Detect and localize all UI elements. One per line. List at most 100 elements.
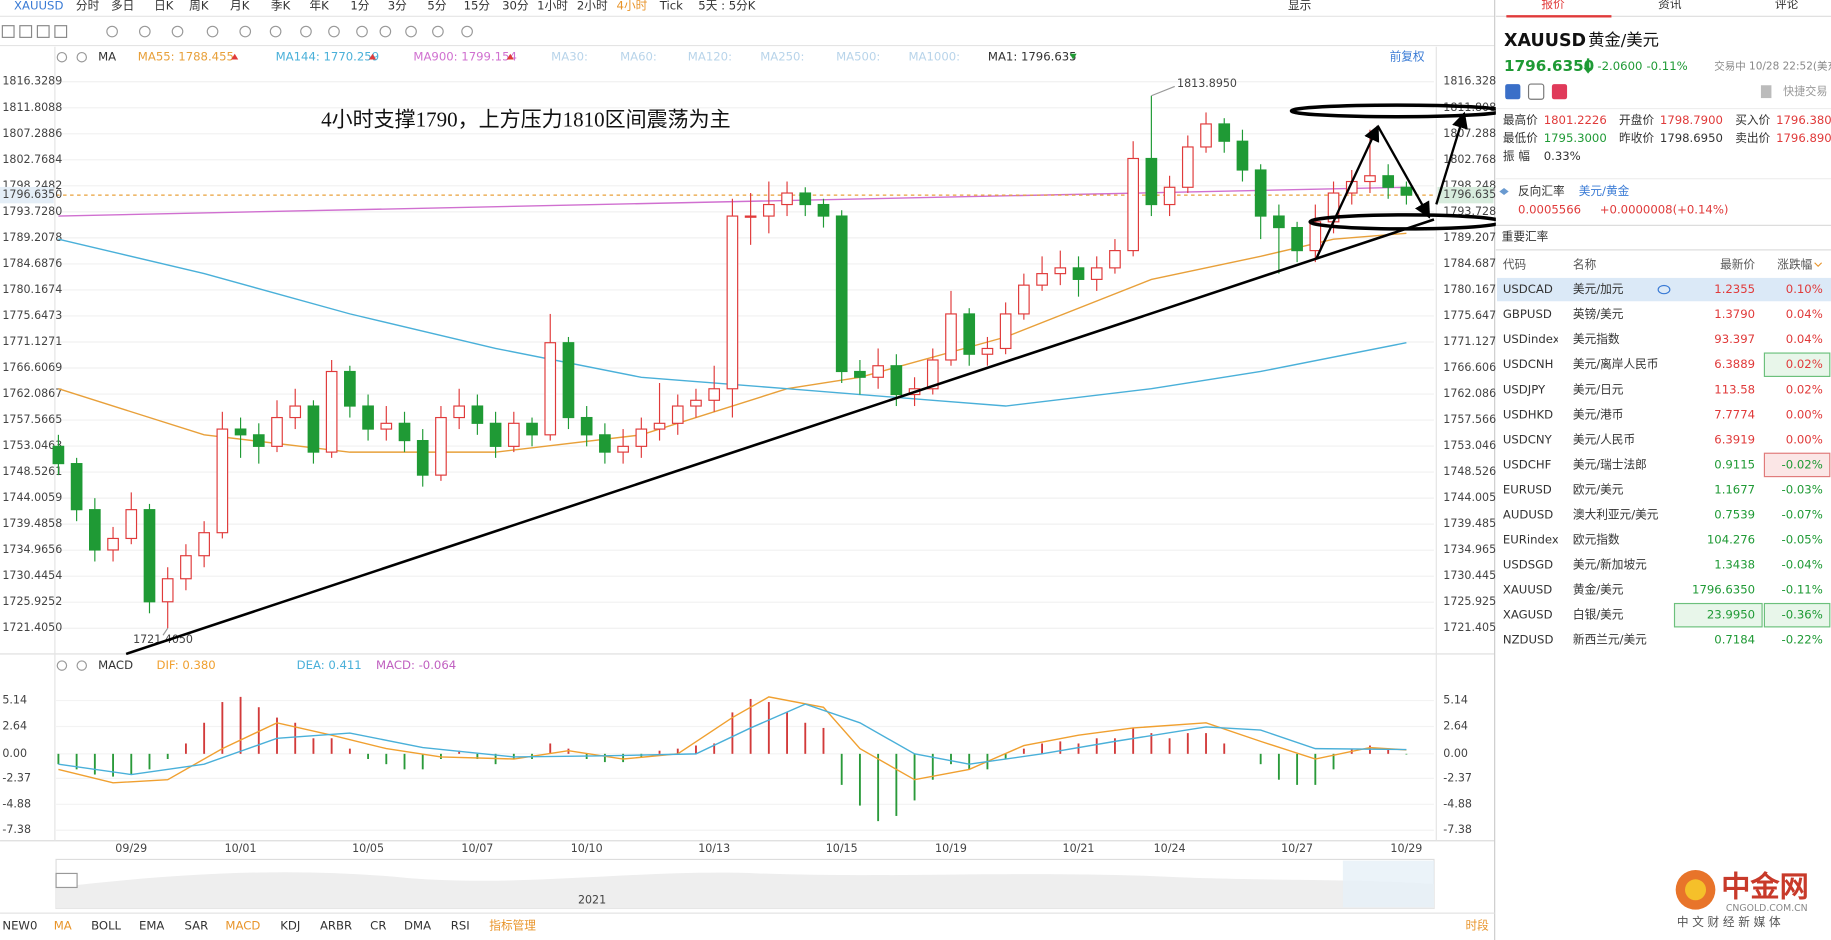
period-tab[interactable]: 1分 — [350, 0, 369, 12]
rate-name[interactable]: 美元/瑞士法郎 — [1573, 457, 1647, 471]
period-tab[interactable]: 季K — [271, 0, 291, 12]
tool-icon[interactable] — [269, 25, 282, 38]
rate-name[interactable]: 欧元指数 — [1573, 533, 1620, 547]
indicator-button[interactable]: KDJ — [280, 918, 300, 932]
rate-code[interactable]: USDCAD — [1503, 282, 1553, 296]
tool-icon[interactable] — [206, 25, 219, 38]
rate-code[interactable]: USDCNH — [1503, 357, 1554, 371]
rate-name[interactable]: 美元/新加坡元 — [1573, 558, 1647, 572]
rate-code[interactable]: EURindex — [1503, 533, 1559, 547]
rate-name[interactable]: 英镑/美元 — [1573, 307, 1624, 321]
period-tab[interactable]: 年K — [309, 0, 329, 12]
icon[interactable] — [1551, 84, 1568, 100]
indicator-button[interactable]: SAR — [185, 918, 209, 932]
indicator-button[interactable]: ARBR — [320, 918, 352, 932]
rate-code[interactable]: USDCNY — [1503, 432, 1553, 446]
period-tab[interactable]: 1小时 — [537, 0, 568, 12]
period-tab[interactable]: 4小时 — [617, 0, 648, 12]
indicator-button[interactable]: MACD — [225, 918, 260, 932]
tool-icon[interactable] — [54, 25, 68, 38]
rate-code[interactable]: AUDUSD — [1503, 508, 1553, 522]
rate-name[interactable]: 美元/港币 — [1573, 407, 1624, 421]
rate-name[interactable]: 美元/日元 — [1573, 382, 1624, 396]
tool-icon[interactable] — [1, 25, 15, 38]
rate-code[interactable]: XAUUSD — [1503, 583, 1552, 597]
period-tab[interactable]: 3分 — [388, 0, 407, 12]
rate-name[interactable]: 澳大利亚元/美元 — [1573, 508, 1659, 522]
period-tab[interactable]: 15分 — [464, 0, 491, 12]
rate-name[interactable]: 美元/加元 — [1573, 282, 1624, 296]
period-tab[interactable]: 2小时 — [577, 0, 608, 12]
indicator-button[interactable]: RSI — [451, 918, 470, 932]
close-icon[interactable] — [76, 660, 88, 671]
icon[interactable] — [1527, 83, 1545, 100]
display-menu[interactable]: 显示 — [1288, 0, 1311, 12]
session-button[interactable]: 时段 — [1466, 918, 1490, 932]
rate-name[interactable]: 白银/美元 — [1573, 608, 1624, 622]
period-tab[interactable]: 分时 — [76, 0, 100, 12]
tool-icon[interactable] — [239, 25, 252, 38]
tool-icon[interactable] — [300, 25, 312, 38]
rate-name[interactable]: 欧元/美元 — [1573, 482, 1624, 496]
period-tab[interactable]: 日K — [154, 0, 174, 12]
rate-name[interactable]: 美元/人民币 — [1573, 432, 1635, 446]
candle-body — [762, 203, 775, 217]
quick-trade[interactable]: 快捷交易 — [1783, 84, 1827, 98]
tool-icon[interactable] — [379, 25, 392, 38]
indicator-button[interactable]: EMA — [139, 918, 164, 932]
period-tab[interactable]: 月K — [230, 0, 250, 12]
tool-icon[interactable] — [36, 25, 50, 38]
indicator-name[interactable]: MACD — [98, 658, 133, 672]
indicator-button[interactable]: CR — [370, 918, 386, 932]
icon[interactable] — [1505, 84, 1521, 100]
icon[interactable] — [1760, 85, 1772, 99]
indicator-button[interactable]: MA — [54, 918, 72, 932]
tool-icon[interactable] — [328, 25, 340, 38]
period-tab[interactable]: 周K — [189, 0, 209, 12]
indicator-button[interactable]: DMA — [404, 918, 431, 932]
rate-code[interactable]: GBPUSD — [1503, 307, 1552, 321]
settings-icon[interactable] — [56, 51, 68, 63]
rate-code[interactable]: XAGUSD — [1503, 608, 1553, 622]
tool-icon[interactable] — [432, 25, 444, 38]
period-tab[interactable]: Tick — [659, 0, 683, 12]
period-tab[interactable]: 5分 — [427, 0, 446, 12]
tool-icon[interactable] — [171, 25, 184, 38]
y-tick-label: 1762.0867 — [1443, 387, 1503, 400]
rate-code[interactable]: EURUSD — [1503, 482, 1552, 496]
rate-code[interactable]: USDSGD — [1503, 558, 1553, 572]
tab[interactable]: 评论 — [1775, 0, 1799, 11]
watch-icon[interactable] — [1657, 284, 1671, 295]
tool-icon[interactable] — [106, 25, 118, 38]
rate-code[interactable]: USDCHF — [1503, 457, 1552, 471]
period-tab[interactable]: 5天 : 5分K — [698, 0, 755, 12]
candle-body — [526, 422, 538, 436]
indicator-name[interactable]: MA — [98, 50, 116, 64]
symbol-tab[interactable]: XAUUSD — [14, 0, 63, 12]
tool-icon[interactable] — [405, 25, 417, 38]
rate-code[interactable]: USDJPY — [1503, 382, 1546, 396]
indicator-button[interactable]: 指标管理 — [489, 918, 536, 932]
settings-icon[interactable] — [56, 660, 68, 671]
indicator-button[interactable]: BOLL — [91, 918, 121, 932]
tool-icon[interactable] — [19, 25, 33, 38]
rate-name[interactable]: 新西兰元/美元 — [1573, 633, 1647, 647]
tool-icon[interactable] — [138, 25, 151, 38]
rate-name[interactable]: 美元指数 — [1573, 332, 1620, 346]
close-icon[interactable] — [76, 51, 88, 63]
navigator-handle[interactable] — [55, 872, 78, 889]
tool-icon[interactable] — [356, 25, 368, 38]
indicator-button[interactable]: NEW0 — [2, 918, 37, 932]
rate-name[interactable]: 美元/离岸人民币 — [1573, 357, 1659, 371]
rate-code[interactable]: USDindex — [1503, 332, 1560, 346]
rate-code[interactable]: USDHKD — [1503, 407, 1553, 421]
navigator-window[interactable] — [1342, 860, 1434, 908]
restore-button[interactable]: 前复权 — [1390, 50, 1425, 64]
rate-code[interactable]: NZDUSD — [1503, 633, 1554, 647]
period-tab[interactable]: 30分 — [502, 0, 529, 12]
tool-icon[interactable] — [461, 25, 473, 38]
period-tab[interactable]: 多日 — [111, 0, 134, 12]
tab[interactable]: 资讯 — [1658, 0, 1682, 11]
tab[interactable]: 报价 — [1541, 0, 1565, 11]
rate-name[interactable]: 黄金/美元 — [1573, 583, 1624, 597]
